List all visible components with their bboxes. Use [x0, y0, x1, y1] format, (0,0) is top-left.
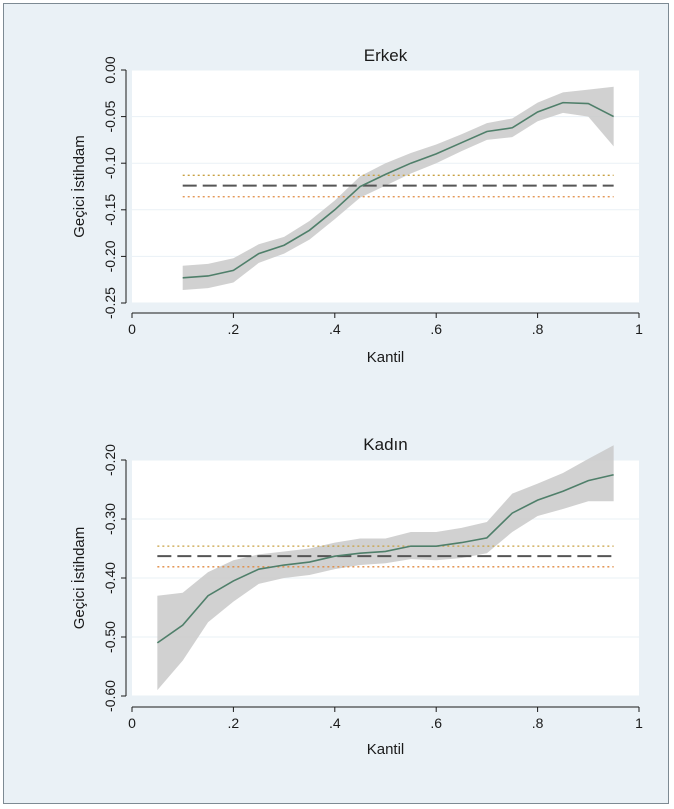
y-tick-label: -0.25: [102, 287, 118, 319]
x-tick-label: .8: [532, 715, 544, 731]
figure-svg: -0.25 -0.20 -0.15 -0.10 -0.05 0.00 0 .2 .4 .6 .8 1 E…: [70, 46, 643, 758]
y-tick-label: -0.10: [102, 147, 118, 179]
x-tick-label: 0: [128, 715, 136, 731]
confidence-band: [182, 86, 614, 290]
x-tick-label: .8: [532, 321, 544, 337]
chart-title: Kadın: [363, 435, 407, 454]
y-tick-label: -0.60: [102, 680, 118, 712]
y-tick-label: -0.20: [102, 240, 118, 272]
y-axis-label: Geçici İstihdam: [70, 135, 88, 238]
y-tick-label: -0.20: [102, 444, 118, 476]
figure-frame: -0.25 -0.20 -0.15 -0.10 -0.05 0.00 0 .2 .4 .6 .8 1 E…: [3, 3, 669, 804]
panel-kadin: -0.60 -0.50 -0.40 -0.30 -0.20 0 .2 .4 .6 .8 1 Kadın…: [70, 435, 643, 758]
y-axis-label: Geçici İstihdam: [70, 527, 88, 630]
x-tick-label: .4: [329, 715, 341, 731]
confidence-band: [157, 445, 614, 691]
panel-erkek: -0.25 -0.20 -0.15 -0.10 -0.05 0.00 0 .2 .4 .6 .8 1 E…: [70, 46, 643, 366]
x-tick-label: 0: [128, 321, 136, 337]
chart-title: Erkek: [364, 46, 408, 65]
x-tick-label: 1: [635, 321, 643, 337]
x-tick-label: .2: [228, 321, 240, 337]
quantile-line: [182, 101, 615, 279]
y-tick-label: 0.00: [102, 56, 118, 83]
x-tick-label: .2: [228, 715, 240, 731]
x-tick-label: .6: [430, 321, 442, 337]
x-tick-label: 1: [635, 715, 643, 731]
y-tick-label: -0.05: [102, 100, 118, 132]
y-tick-label: -0.50: [102, 621, 118, 653]
x-tick-label: .6: [430, 715, 442, 731]
quantile-line: [156, 473, 614, 644]
x-axis-label: Kantil: [367, 349, 405, 366]
x-axis-label: Kantil: [367, 741, 405, 758]
x-tick-label: .4: [329, 321, 341, 337]
y-tick-label: -0.15: [102, 194, 118, 226]
y-tick-label: -0.30: [102, 503, 118, 535]
y-tick-label: -0.40: [102, 562, 118, 594]
